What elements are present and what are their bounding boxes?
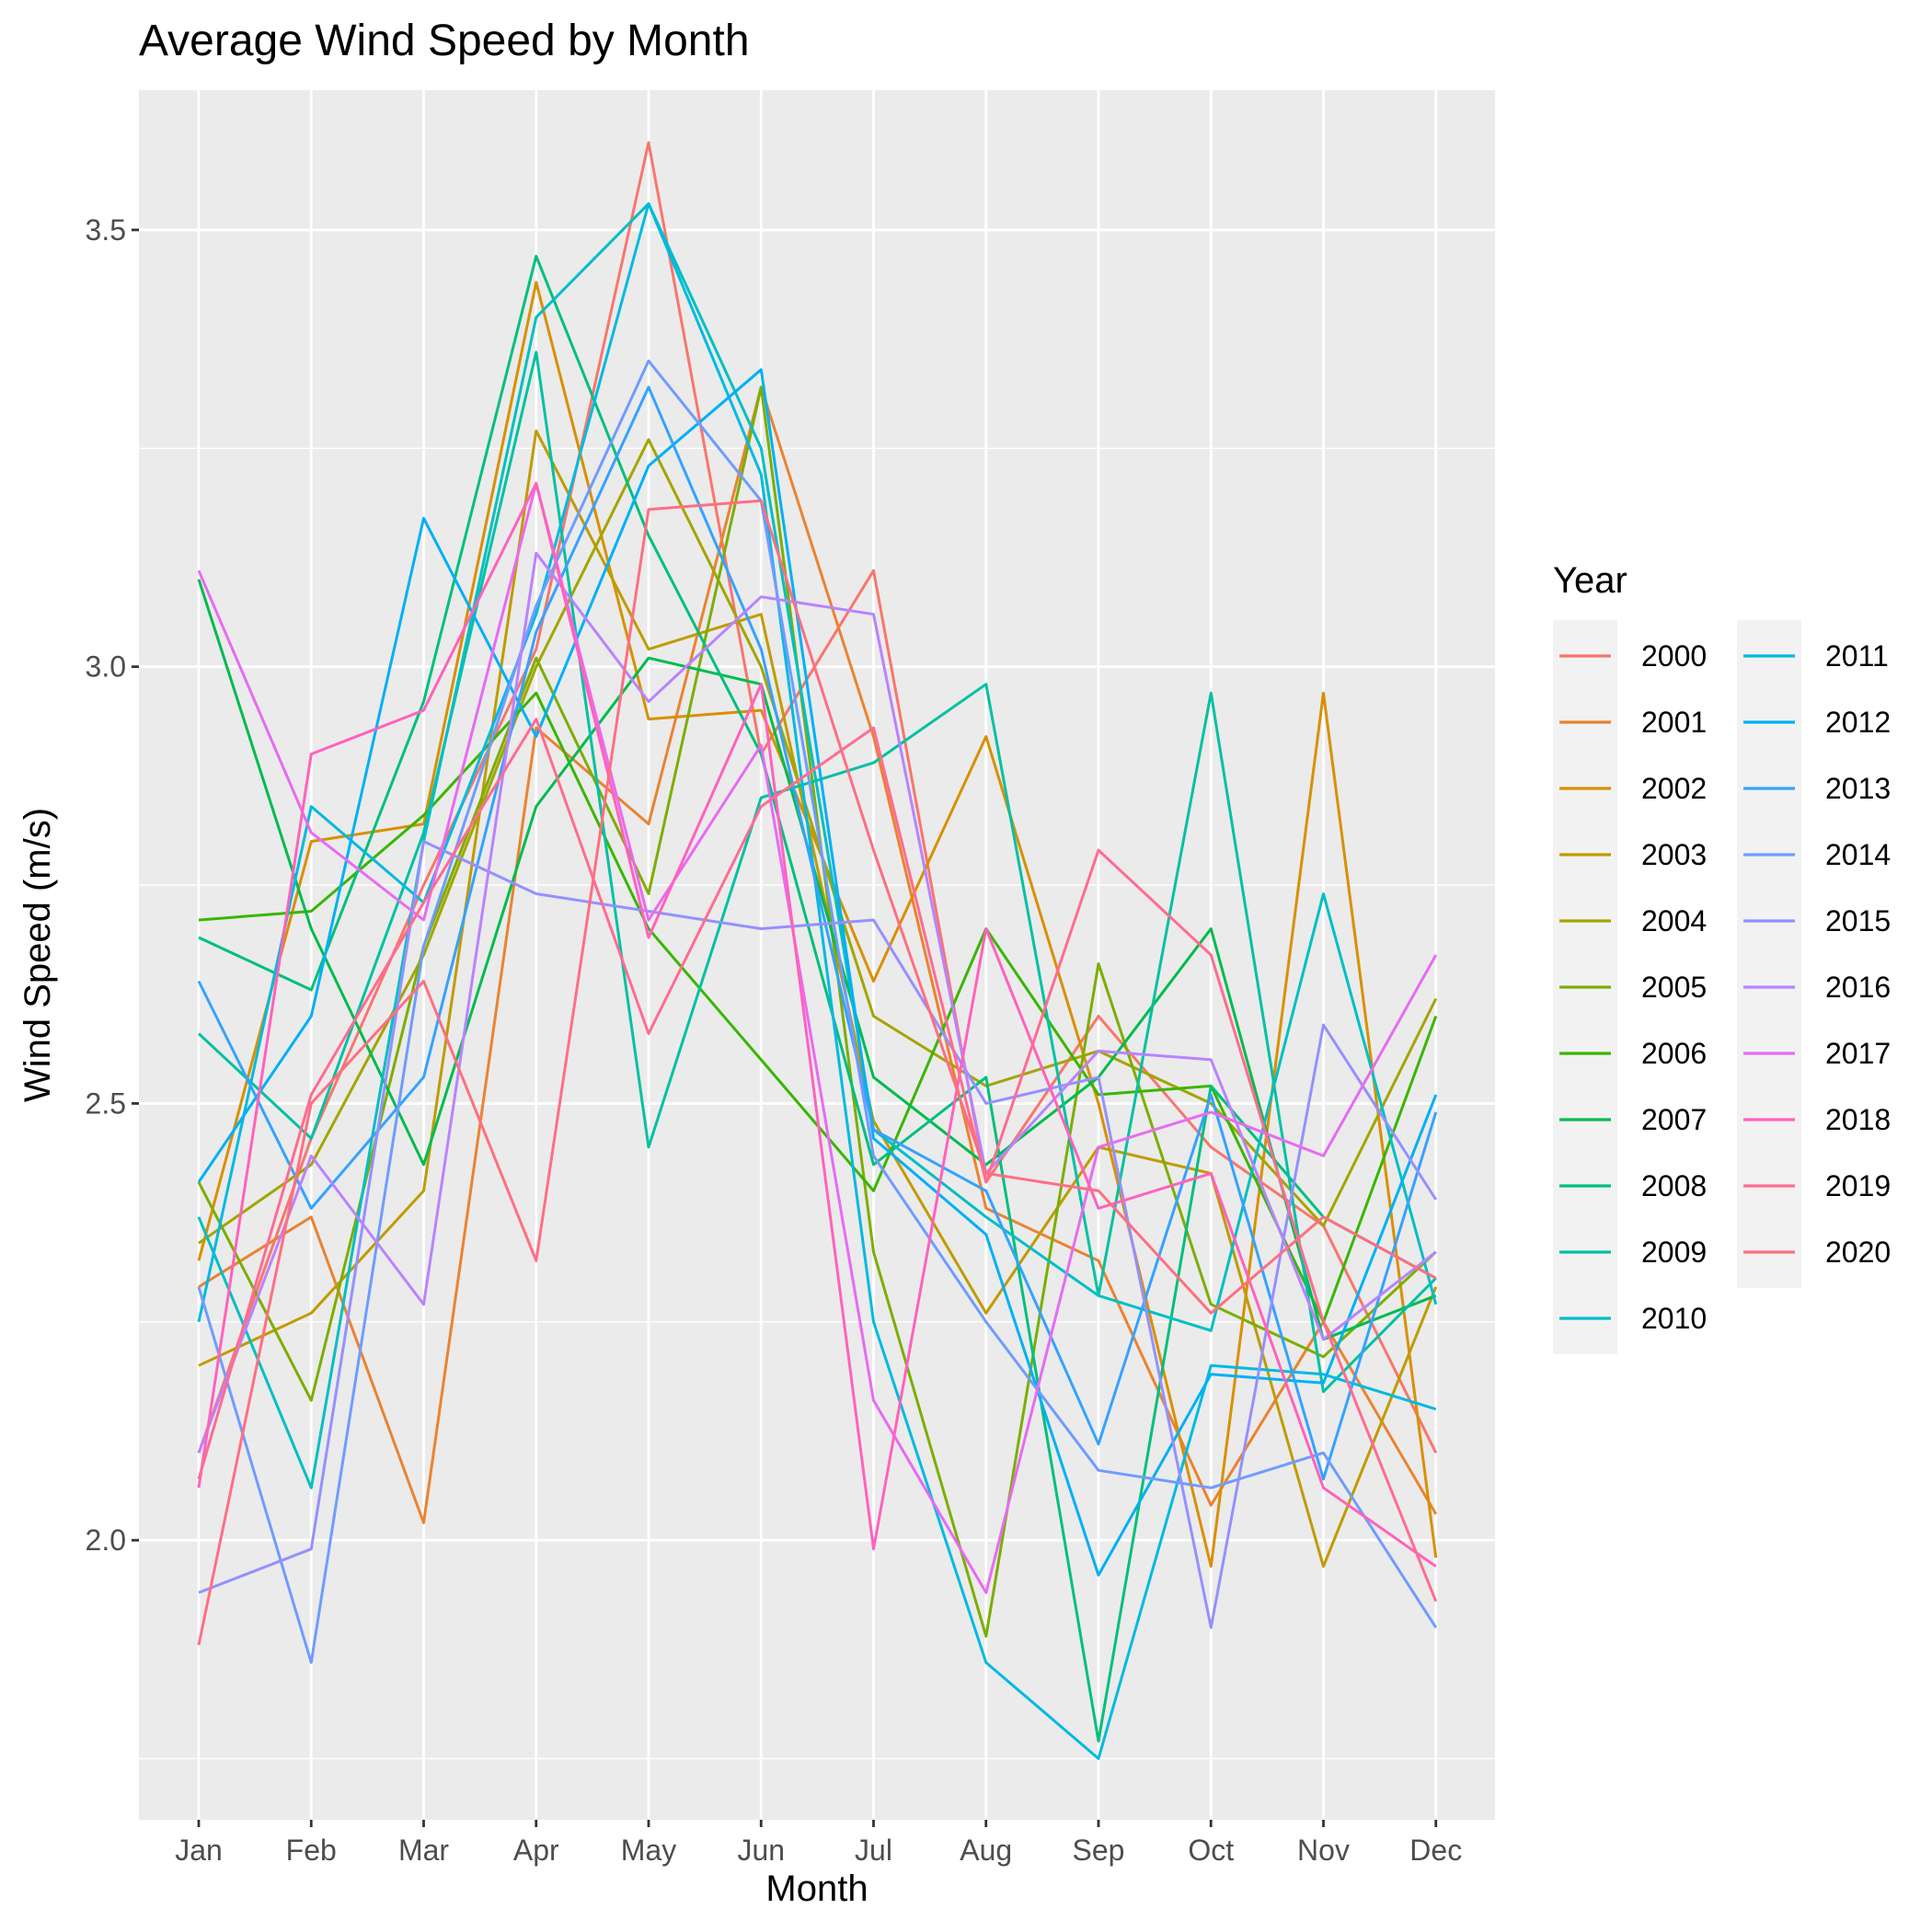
- legend-label-2006: 2006: [1641, 1037, 1707, 1070]
- series-line-2013: [197, 385, 1438, 1481]
- x-tick-label: Sep: [1073, 1834, 1125, 1867]
- x-tick-label: Dec: [1409, 1834, 1462, 1867]
- legend: Year 20002001200220032004200520062007200…: [1553, 560, 1891, 1354]
- legend-label-2016: 2016: [1825, 971, 1891, 1004]
- legend-label-2009: 2009: [1641, 1236, 1707, 1269]
- legend-label-2020: 2020: [1825, 1236, 1891, 1269]
- legend-label-2011: 2011: [1825, 639, 1889, 673]
- series-line-2001: [198, 385, 1438, 1524]
- legend-label-2019: 2019: [1825, 1169, 1891, 1202]
- x-tick-label: Apr: [513, 1834, 559, 1867]
- series-line-2005: [197, 385, 1437, 1639]
- x-tick-label: Jul: [855, 1834, 892, 1867]
- legend-label-2018: 2018: [1825, 1103, 1891, 1136]
- series-line-2003: [198, 429, 1438, 1569]
- legend-title: Year: [1553, 560, 1627, 601]
- legend-label-2012: 2012: [1825, 706, 1891, 739]
- x-tick-label: Feb: [286, 1834, 337, 1867]
- y-tick-label: 2.0: [86, 1524, 126, 1557]
- series-line-2010: [197, 201, 1438, 1489]
- series-line-2009: [197, 351, 1437, 1394]
- series-line-2012: [197, 368, 1438, 1577]
- series-line-2017: [197, 481, 1438, 1594]
- y-tick-label: 2.5: [86, 1087, 126, 1120]
- legend-label-2017: 2017: [1825, 1037, 1891, 1070]
- legend-label-2001: 2001: [1641, 706, 1707, 739]
- series-line-2015: [198, 840, 1438, 1629]
- y-tick-label: 3.5: [86, 213, 126, 247]
- x-tick-label: May: [621, 1834, 676, 1867]
- x-axis: Jan Feb Mar Apr May Jun Jul Aug Sep Oct Nov Dec: [175, 1820, 1462, 1867]
- legend-label-2007: 2007: [1641, 1103, 1707, 1136]
- legend-label-2005: 2005: [1641, 971, 1707, 1004]
- series-line-2014: [197, 359, 1438, 1664]
- series-line-2018: [197, 481, 1437, 1568]
- y-tick-label: 3.0: [86, 650, 126, 684]
- series-line-2020: [197, 499, 1437, 1646]
- series-lines: [197, 141, 1438, 1760]
- legend-label-2013: 2013: [1825, 772, 1891, 805]
- legend-items: 2000 2001 2002 2003 2004 2005 2006 2007 2008 2009…: [1553, 620, 1891, 1354]
- legend-label-2014: 2014: [1825, 838, 1891, 871]
- x-axis-title: Month: [765, 1869, 868, 1909]
- series-line-2016: [197, 551, 1437, 1454]
- y-axis-title: Wind Speed (m/s): [17, 808, 58, 1102]
- legend-label-2002: 2002: [1641, 772, 1707, 805]
- x-tick-label: Oct: [1188, 1834, 1234, 1867]
- series-line-2011: [197, 201, 1437, 1760]
- x-tick-label: Jan: [175, 1834, 223, 1867]
- legend-label-2010: 2010: [1641, 1302, 1707, 1335]
- y-axis: 2.0 2.5 3.0 3.5: [86, 213, 139, 1557]
- x-tick-label: Jun: [737, 1834, 785, 1867]
- x-tick-label: Mar: [398, 1834, 449, 1867]
- chart-title: Average Wind Speed by Month: [139, 17, 750, 65]
- legend-label-2004: 2004: [1641, 904, 1707, 937]
- x-tick-label: Aug: [960, 1834, 1012, 1867]
- legend-label-2000: 2000: [1641, 639, 1707, 673]
- legend-label-2015: 2015: [1825, 904, 1891, 937]
- series-line-2007: [197, 579, 1437, 1341]
- legend-key-background: [1737, 620, 1801, 1288]
- legend-label-2003: 2003: [1641, 838, 1707, 871]
- x-tick-label: Nov: [1297, 1834, 1350, 1867]
- legend-label-2008: 2008: [1641, 1169, 1707, 1202]
- series-line-2019: [197, 718, 1438, 1603]
